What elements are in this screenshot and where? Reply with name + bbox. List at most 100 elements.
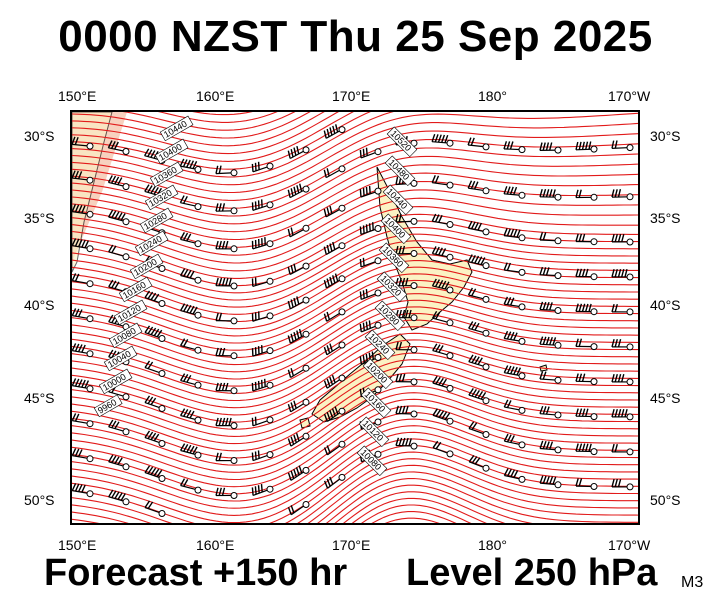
contour-line: [72, 326, 638, 402]
wind-barb: [611, 269, 634, 281]
wind-barb: [468, 388, 490, 405]
wind-barb: [467, 137, 490, 151]
wind-barb: [359, 289, 382, 300]
wind-barb: [467, 287, 490, 303]
wind-barb: [251, 378, 274, 392]
contour-line: [72, 172, 638, 241]
wind-barb: [215, 452, 238, 464]
wind-barb: [432, 375, 454, 392]
contour-line: [72, 130, 638, 201]
wind-barb: [359, 147, 382, 159]
wind-barb: [215, 277, 238, 290]
wind-barb: [467, 180, 490, 195]
contour-line: [72, 418, 638, 502]
lat-tick-left: 35°S: [24, 210, 55, 226]
wind-barb: [251, 450, 274, 462]
contour-line: [72, 122, 638, 194]
wind-barb: [468, 454, 490, 472]
wind-barb: [539, 142, 562, 154]
wind-barb: [431, 133, 454, 147]
wind-barb: [575, 408, 598, 421]
wind-barb: [468, 421, 490, 438]
model-tag: M3: [681, 574, 704, 591]
contour-line: [72, 431, 638, 516]
forecast-hour: Forecast +150 hr: [44, 552, 348, 594]
map-panel[interactable]: 10440 10400 10360 10320 10280 10240 10200 10160…: [70, 110, 640, 525]
contour-line: [72, 385, 638, 466]
wind-barb: [611, 409, 634, 421]
contour-label: 10440: [159, 115, 194, 142]
wind-barb: [359, 222, 382, 235]
wind-barb: [107, 209, 130, 226]
lon-tick-bottom: 170°W: [608, 537, 651, 553]
wind-barb: [539, 475, 562, 489]
contour-line: [72, 147, 638, 217]
wind-barb: [108, 419, 130, 436]
lon-tick-top: 170°W: [608, 88, 651, 104]
contour-line: [361, 504, 472, 523]
wind-barb: [215, 203, 238, 215]
contour-line: [72, 266, 638, 337]
wind-barb: [539, 440, 562, 454]
wind-barb: [503, 296, 526, 311]
wind-barb: [179, 443, 202, 459]
wind-barb: [503, 433, 526, 449]
wind-barb: [287, 224, 310, 238]
wind-barb: [503, 186, 526, 199]
contour-label: 10040: [103, 345, 138, 372]
contour-line: [122, 112, 296, 131]
wind-barb: [179, 232, 202, 248]
contour-line: [72, 425, 638, 509]
contour-label: 9960: [93, 394, 123, 418]
wind-barb: [611, 374, 634, 386]
wind-barb: [539, 266, 562, 280]
wind-barb: [395, 437, 418, 450]
wind-barb: [611, 234, 634, 246]
lon-tick-bottom: 170°E: [332, 537, 371, 553]
contour-line: [72, 112, 394, 178]
wind-barb: [503, 399, 526, 414]
wind-barb: [323, 273, 346, 289]
contour-line: [72, 293, 638, 366]
lon-tick-bottom: 150°E: [58, 537, 97, 553]
contour-line: [72, 339, 638, 416]
wind-barb: [144, 325, 166, 342]
wind-barb: [72, 308, 94, 323]
contour-line: [72, 279, 638, 351]
lon-tick-bottom: 160°E: [196, 537, 235, 553]
wind-barb: [287, 432, 310, 447]
contour-line: [351, 497, 487, 523]
svg-text:10240: 10240: [137, 234, 164, 255]
wind-barb: [575, 303, 598, 316]
contour-line: [157, 112, 278, 123]
wind-barb: [215, 487, 238, 499]
contour-line: [72, 286, 638, 358]
wind-barb: [72, 378, 94, 393]
contour-line: [72, 213, 638, 279]
wind-barb: [395, 341, 418, 354]
wind-barbs: [72, 124, 634, 517]
wind-barb: [611, 478, 634, 491]
wind-barb: [432, 440, 454, 458]
wind-barb: [503, 468, 526, 483]
contour-line: [72, 365, 638, 445]
wind-barb: [611, 304, 634, 316]
contour-line: [72, 112, 339, 155]
wind-barb: [108, 244, 130, 261]
lat-tick-right: 50°S: [650, 492, 681, 508]
wind-barb: [323, 204, 346, 218]
wind-barb: [323, 241, 346, 256]
contour-line: [72, 260, 638, 330]
wind-barb: [107, 175, 130, 191]
wind-barb: [251, 161, 274, 173]
map-title: 0000 NZST Thu 25 Sep 2025: [58, 12, 653, 61]
wind-barb: [503, 262, 526, 276]
wind-barb: [395, 277, 418, 290]
svg-text:10440: 10440: [162, 119, 189, 140]
wind-barb: [323, 124, 346, 139]
contour-line: [72, 332, 638, 409]
wind-barb: [287, 328, 310, 344]
wind-barb: [467, 254, 490, 270]
wind-barb: [323, 341, 346, 356]
wind-barb: [323, 473, 346, 489]
